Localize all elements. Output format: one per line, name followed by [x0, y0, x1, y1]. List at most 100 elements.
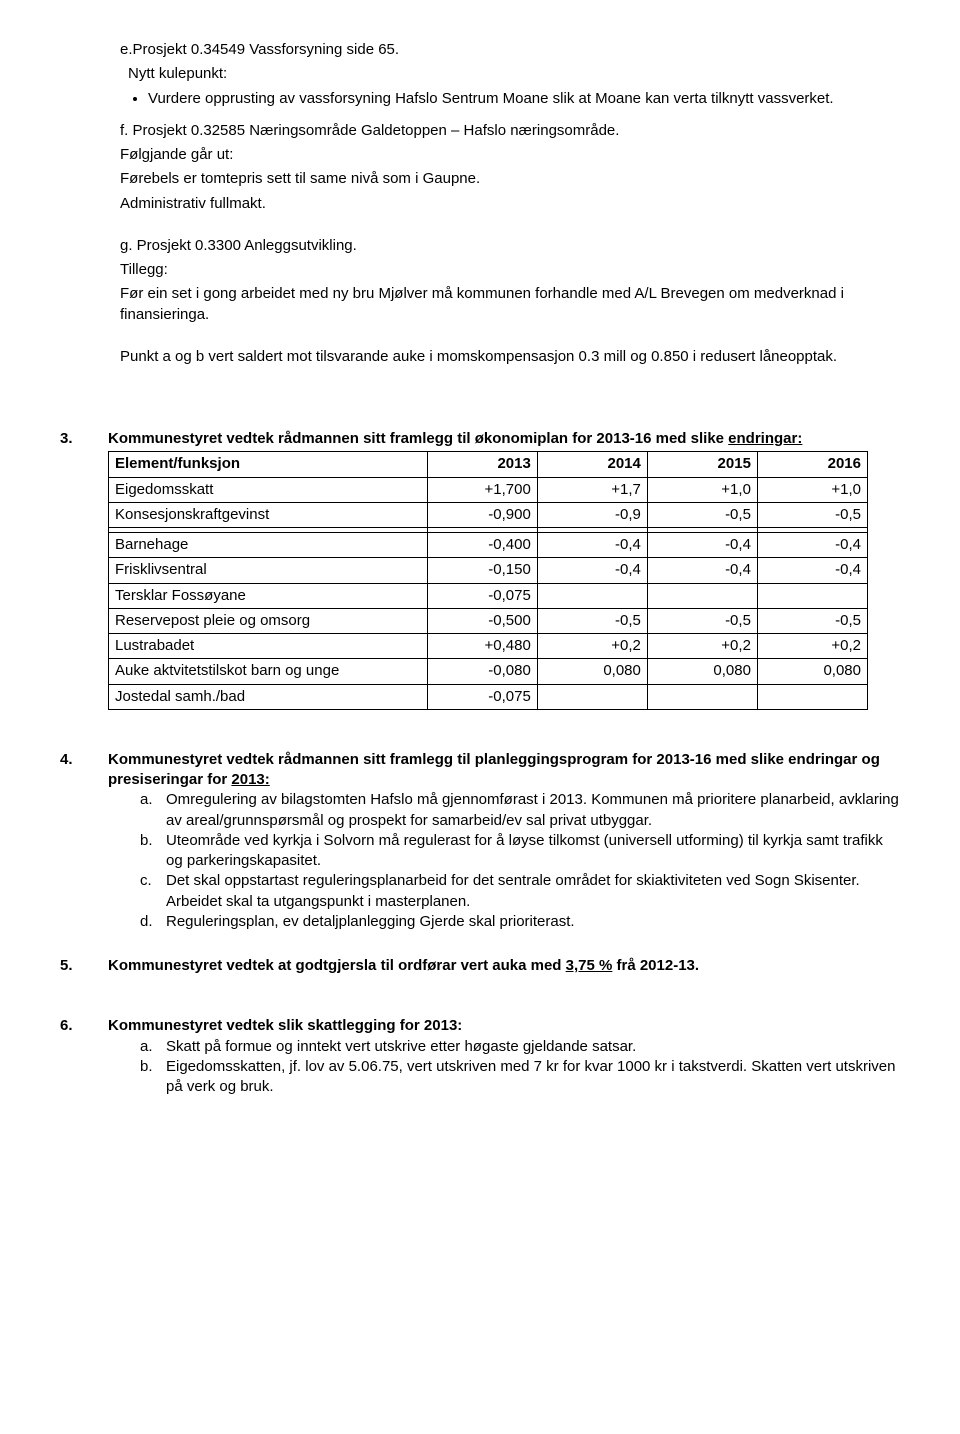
section-e-bullet: Vurdere opprusting av vassforsyning Hafs…: [148, 89, 900, 109]
table-row: Konsesjonskraftgevinst-0,900-0,9-0,5-0,5: [109, 502, 868, 527]
item-5-heading: Kommunestyret vedtek at godtgjersla til …: [108, 956, 900, 976]
table-row: Jostedal samh./bad-0,075: [109, 684, 868, 709]
item-4d-text: Reguleringsplan, ev detaljplanlegging Gj…: [166, 912, 900, 932]
section-f-line3: Administrativ fullmakt.: [120, 194, 900, 214]
table-cell: [757, 684, 867, 709]
item-5-number: 5.: [60, 956, 108, 976]
table-cell: -0,5: [757, 502, 867, 527]
item-5: 5. Kommunestyret vedtek at godtgjersla t…: [60, 956, 900, 976]
table-cell: -0,080: [427, 659, 537, 684]
item-4b-label: b.: [140, 831, 166, 872]
table-header: Element/funksjon: [109, 452, 428, 477]
table-cell: -0,5: [757, 608, 867, 633]
item-5-heading-text: Kommunestyret vedtek at godtgjersla til …: [108, 957, 566, 974]
table-cell: Eigedomsskatt: [109, 477, 428, 502]
table-header: 2013: [427, 452, 537, 477]
section-f-line1: Følgjande går ut:: [120, 145, 900, 165]
table-cell: -0,4: [647, 533, 757, 558]
table-cell: Tersklar Fossøyane: [109, 583, 428, 608]
item-6-heading: Kommunestyret vedtek slik skattlegging f…: [108, 1016, 900, 1036]
table-cell: Jostedal samh./bad: [109, 684, 428, 709]
table-cell: 0,080: [537, 659, 647, 684]
table-cell: [647, 583, 757, 608]
table-cell: Konsesjonskraftgevinst: [109, 502, 428, 527]
item-5-heading-underline: 3,75 %: [566, 957, 613, 974]
table-row: Auke aktvitetstilskot barn og unge-0,080…: [109, 659, 868, 684]
table-cell: -0,4: [757, 558, 867, 583]
section-g-title: g. Prosjekt 0.3300 Anleggsutvikling.: [120, 236, 900, 256]
table-cell: -0,4: [757, 533, 867, 558]
okonomiplan-table: Element/funksjon2013201420152016 Eigedom…: [108, 451, 868, 710]
section-f-title: f. Prosjekt 0.32585 Næringsområde Galdet…: [120, 121, 900, 141]
table-cell: -0,4: [647, 558, 757, 583]
table-cell: +0,2: [757, 634, 867, 659]
item-4d-label: d.: [140, 912, 166, 932]
table-cell: [537, 583, 647, 608]
item-6: 6. Kommunestyret vedtek slik skattleggin…: [60, 1016, 900, 1097]
table-cell: -0,5: [647, 608, 757, 633]
section-g-line1: Tillegg:: [120, 260, 900, 280]
section-f-line2: Førebels er tomtepris sett til same nivå…: [120, 169, 900, 189]
table-cell: Reservepost pleie og omsorg: [109, 608, 428, 633]
item-4: 4. Kommunestyret vedtek rådmannen sitt f…: [60, 750, 900, 932]
table-cell: Frisklivsentral: [109, 558, 428, 583]
table-cell: +0,480: [427, 634, 537, 659]
table-cell: -0,9: [537, 502, 647, 527]
table-header: 2014: [537, 452, 647, 477]
table-cell: +0,2: [647, 634, 757, 659]
item-3-heading-text: Kommunestyret vedtek rådmannen sitt fram…: [108, 430, 728, 447]
item-3-heading-underline: endringar:: [728, 430, 802, 447]
section-g-line3: Punkt a og b vert saldert mot tilsvarand…: [120, 347, 900, 367]
table-cell: [647, 684, 757, 709]
item-3-number: 3.: [60, 429, 108, 710]
item-4a-label: a.: [140, 790, 166, 831]
table-cell: Lustrabadet: [109, 634, 428, 659]
item-6b-label: b.: [140, 1057, 166, 1098]
table-cell: 0,080: [757, 659, 867, 684]
item-6b-text: Eigedomsskatten, jf. lov av 5.06.75, ver…: [166, 1057, 900, 1098]
table-cell: -0,500: [427, 608, 537, 633]
table-row: Reservepost pleie og omsorg-0,500-0,5-0,…: [109, 608, 868, 633]
section-g-line2: Før ein set i gong arbeidet med ny bru M…: [120, 284, 900, 325]
table-cell: -0,4: [537, 558, 647, 583]
table-cell: [537, 684, 647, 709]
table-cell: +1,0: [757, 477, 867, 502]
item-3-heading: Kommunestyret vedtek rådmannen sitt fram…: [108, 429, 900, 449]
item-4c-text: Det skal oppstartast reguleringsplanarbe…: [166, 871, 900, 912]
table-row: Eigedomsskatt+1,700+1,7+1,0+1,0: [109, 477, 868, 502]
section-e-title: e.Prosjekt 0.34549 Vassforsyning side 65…: [120, 40, 900, 60]
item-4-heading: Kommunestyret vedtek rådmannen sitt fram…: [108, 750, 900, 791]
table-cell: -0,075: [427, 684, 537, 709]
table-cell: -0,5: [537, 608, 647, 633]
item-4-heading-text: Kommunestyret vedtek rådmannen sitt fram…: [108, 751, 880, 788]
table-cell: [757, 583, 867, 608]
table-header: 2015: [647, 452, 757, 477]
table-cell: -0,4: [537, 533, 647, 558]
item-6a-text: Skatt på formue og inntekt vert utskrive…: [166, 1037, 900, 1057]
item-6a-label: a.: [140, 1037, 166, 1057]
item-5-heading-text2: frå 2012-13.: [612, 957, 699, 974]
table-cell: +1,7: [537, 477, 647, 502]
table-cell: -0,150: [427, 558, 537, 583]
table-cell: -0,400: [427, 533, 537, 558]
table-cell: +1,0: [647, 477, 757, 502]
item-4b-text: Uteområde ved kyrkja i Solvorn må regule…: [166, 831, 900, 872]
table-cell: -0,900: [427, 502, 537, 527]
table-row: Barnehage-0,400-0,4-0,4-0,4: [109, 533, 868, 558]
item-6-number: 6.: [60, 1016, 108, 1097]
item-4c-label: c.: [140, 871, 166, 912]
table-cell: Barnehage: [109, 533, 428, 558]
item-4a-text: Omregulering av bilagstomten Hafslo må g…: [166, 790, 900, 831]
table-header: 2016: [757, 452, 867, 477]
table-row: Tersklar Fossøyane-0,075: [109, 583, 868, 608]
table-cell: -0,5: [647, 502, 757, 527]
table-row: Frisklivsentral-0,150-0,4-0,4-0,4: [109, 558, 868, 583]
table-cell: 0,080: [647, 659, 757, 684]
table-cell: Auke aktvitetstilskot barn og unge: [109, 659, 428, 684]
table-cell: +1,700: [427, 477, 537, 502]
item-3: 3. Kommunestyret vedtek rådmannen sitt f…: [60, 429, 900, 710]
item-4-number: 4.: [60, 750, 108, 932]
section-e-sub: Nytt kulepunkt:: [128, 64, 900, 84]
table-row: Lustrabadet+0,480+0,2+0,2+0,2: [109, 634, 868, 659]
table-cell: +0,2: [537, 634, 647, 659]
